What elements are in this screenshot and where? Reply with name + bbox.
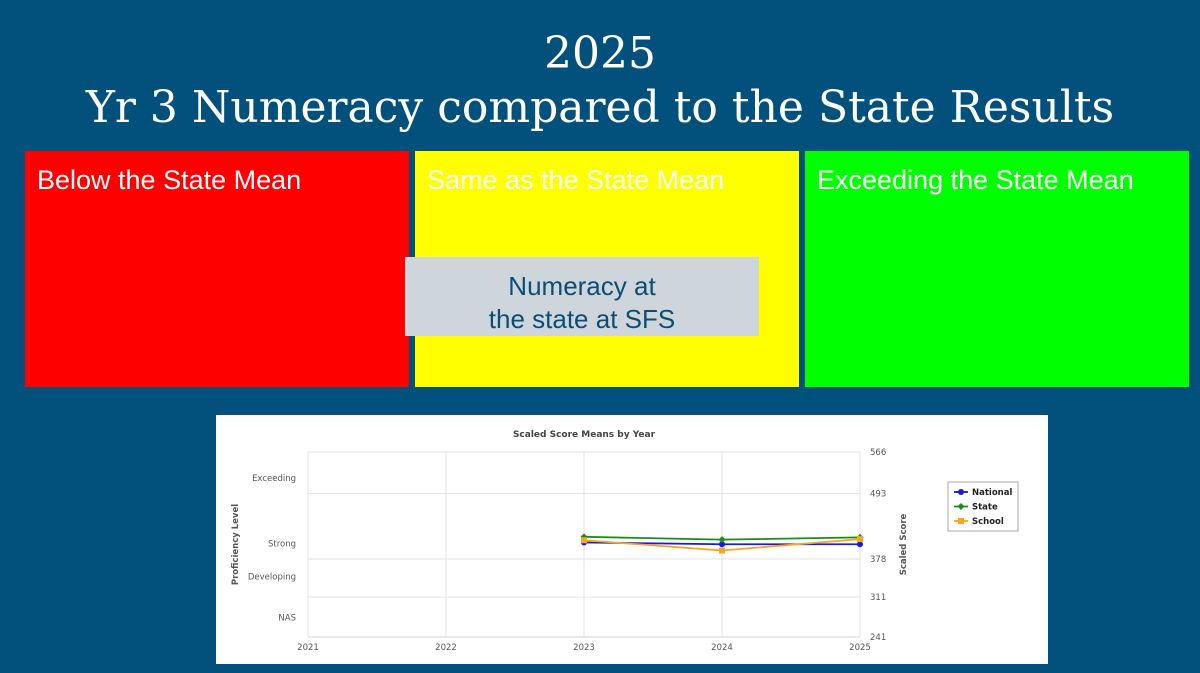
x-tick-label: 2024	[711, 643, 733, 653]
right-tick-label: 566	[870, 448, 886, 458]
panel-label-same: Same as the State Mean	[427, 165, 725, 195]
school-data-point	[719, 547, 725, 554]
right-axis-title: Scaled Score	[899, 513, 909, 575]
panel-exceeding-state-mean: Exceeding the State Mean	[805, 151, 1189, 387]
callout-line-2: the state at SFS	[488, 304, 676, 334]
x-tick-label: 2021	[297, 643, 319, 653]
chart-svg: Scaled Score Means by Year 2021 2022 2023 20…	[231, 430, 1019, 653]
state-data-point	[718, 536, 726, 544]
scaled-score-chart: Scaled Score Means by Year 2021 2022 2023 20…	[216, 415, 1048, 664]
panel-below-state-mean: Below the State Mean	[25, 151, 409, 387]
national-legend-label: National	[972, 488, 1012, 498]
left-tick-label: Developing	[248, 573, 296, 583]
school-legend-label: School	[972, 517, 1004, 527]
school-data-point	[857, 536, 863, 543]
state-legend-label: State	[972, 503, 998, 513]
right-tick-label: 241	[870, 633, 886, 643]
year-heading: 2025	[544, 28, 656, 79]
page-title: Yr 3 Numeracy compared to the State Resu…	[85, 82, 1115, 133]
state-legend-marker	[957, 503, 965, 510]
school-legend-marker	[958, 518, 964, 524]
right-tick-label: 493	[870, 490, 886, 500]
left-tick-label: Strong	[268, 540, 296, 550]
left-axis-title: Proficiency Level	[231, 504, 241, 585]
national-data-point	[857, 541, 863, 548]
right-tick-label: 311	[870, 593, 886, 603]
national-legend-marker	[958, 489, 964, 495]
x-tick-label: 2022	[435, 643, 457, 653]
x-tick-label: 2025	[849, 643, 871, 653]
panel-label-exceeding: Exceeding the State Mean	[817, 165, 1134, 195]
left-tick-label: Exceeding	[252, 474, 296, 484]
x-tick-label: 2023	[573, 643, 595, 653]
right-tick-label: 378	[870, 555, 886, 565]
national-data-point	[719, 541, 725, 548]
school-data-point	[581, 537, 587, 544]
panel-label-below: Below the State Mean	[37, 165, 302, 195]
callout-line-1: Numeracy at	[508, 271, 656, 301]
chart-title: Scaled Score Means by Year	[513, 430, 656, 440]
numeracy-callout: Numeracy at the state at SFS	[405, 257, 759, 336]
left-tick-label: NAS	[278, 614, 296, 624]
